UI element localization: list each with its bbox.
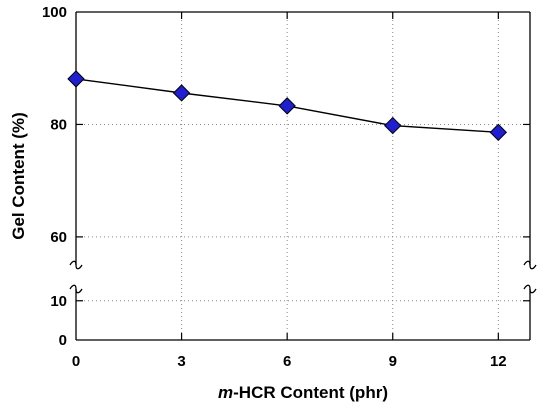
x-tick-label: 3 — [177, 353, 185, 370]
y-tick-label: 10 — [50, 293, 67, 310]
x-tick-label: 9 — [389, 353, 397, 370]
axis-break-mark — [523, 260, 537, 270]
y-tick-label: 60 — [50, 229, 67, 246]
plot-frame — [69, 11, 537, 341]
x-tick-label: 0 — [72, 353, 80, 370]
axis-break-mark — [523, 284, 537, 294]
x-axis-label: m-HCR Content (phr) — [218, 383, 388, 402]
axis-break-mark — [69, 260, 83, 270]
data-point — [384, 116, 402, 135]
data-series — [67, 70, 508, 142]
x-axis-label-italic-part: m — [218, 383, 233, 402]
x-tick-label: 12 — [490, 353, 507, 370]
y-tick-label: 80 — [50, 116, 67, 133]
y-tick-labels: 60 80 100 0 10 — [42, 4, 67, 349]
y-tick-label: 0 — [59, 332, 67, 349]
x-tick-labels: 0 3 6 9 12 — [72, 353, 507, 370]
x-axis-label-rest: -HCR Content (phr) — [233, 383, 388, 402]
data-point — [278, 97, 296, 115]
x-tick-label: 6 — [283, 353, 291, 370]
y-axis-label: Gel Content (%) — [9, 112, 28, 240]
data-point — [489, 123, 508, 142]
data-point — [67, 70, 85, 88]
gridlines — [76, 12, 530, 340]
y-tick-label: 100 — [42, 4, 67, 21]
axis-ticks — [76, 12, 530, 340]
data-point — [172, 84, 191, 102]
axis-break-mark — [69, 284, 83, 294]
